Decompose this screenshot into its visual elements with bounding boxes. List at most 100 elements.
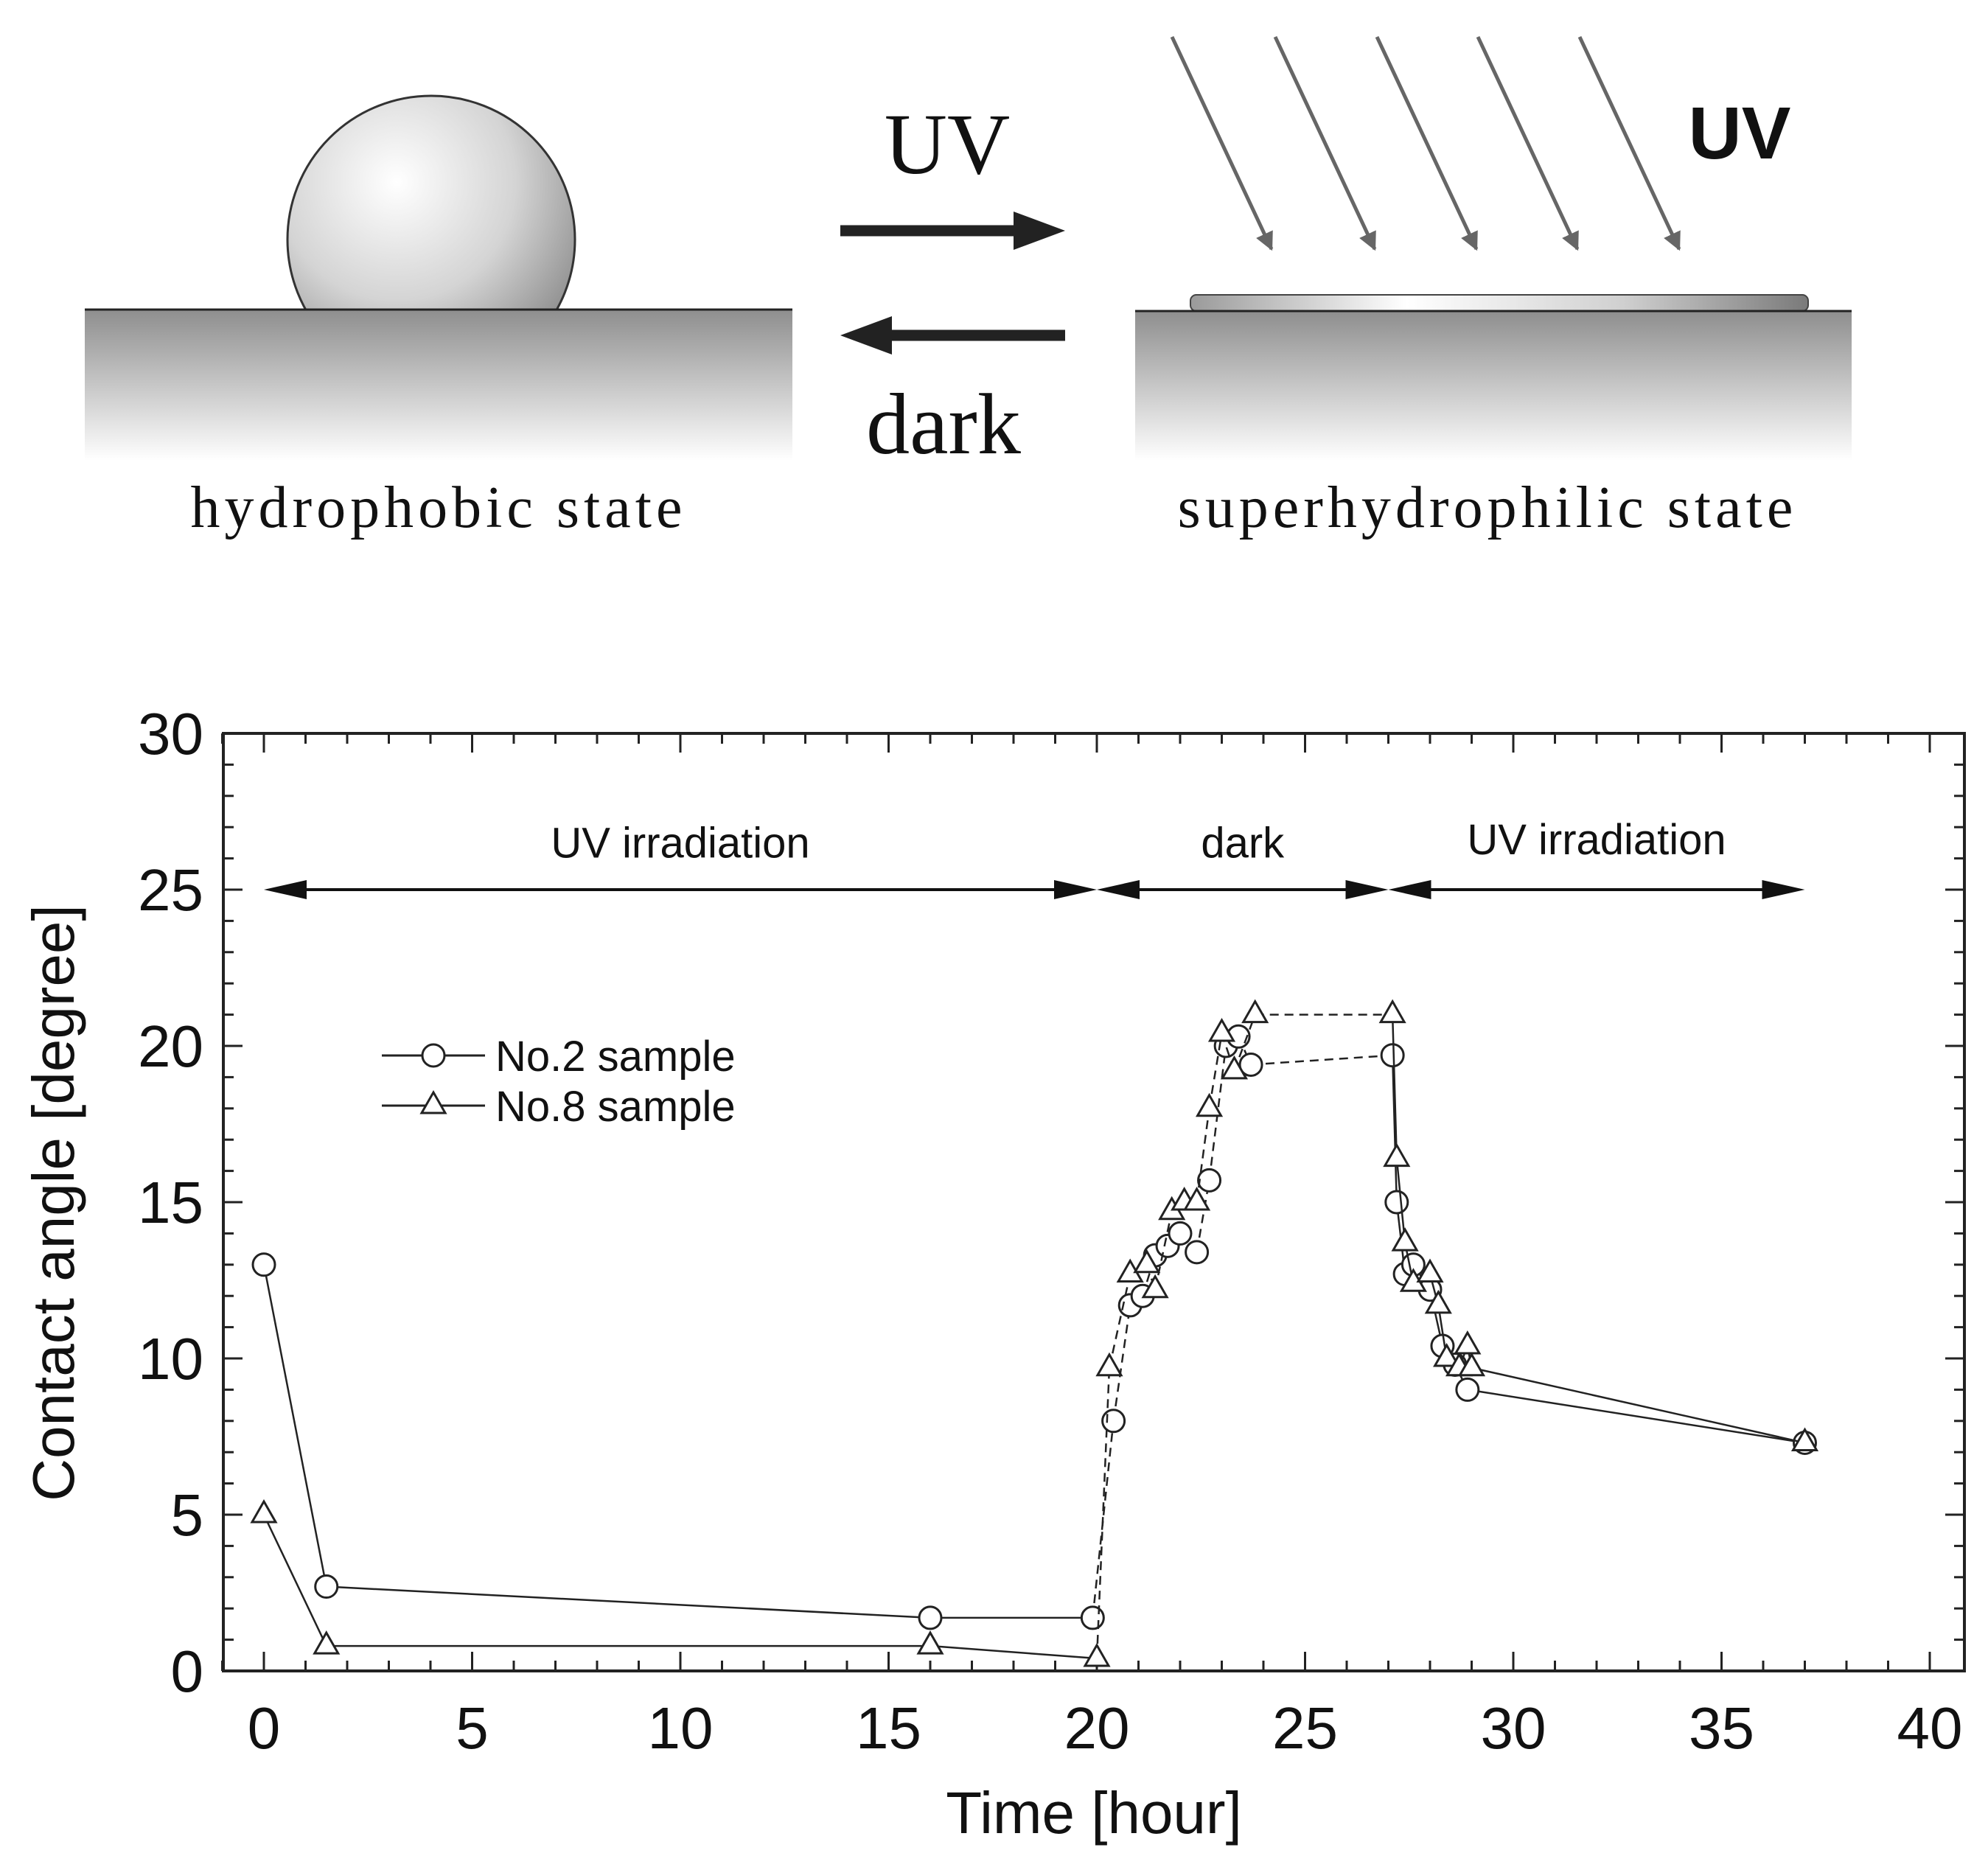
annotation-arrowhead — [1345, 880, 1389, 899]
x-tick-label: 30 — [1481, 1695, 1546, 1761]
legend-circle-marker — [421, 1043, 446, 1068]
phase-annotation: dark — [1097, 819, 1389, 899]
data-point-triangle — [916, 1630, 944, 1655]
uv-ray — [1476, 35, 1580, 251]
annotation-label: UV irradiation — [551, 819, 809, 867]
x-tick-label: 0 — [248, 1695, 281, 1761]
series-segment — [1095, 1367, 1111, 1659]
data-point-triangle — [1391, 1227, 1419, 1252]
uv-irradiation-label: UV — [1689, 92, 1791, 175]
axis-ticks — [221, 732, 1964, 1672]
y-axis-label: Contact angle [degree] — [21, 904, 86, 1501]
dark-arrow-label: dark — [866, 376, 1021, 472]
annotation-arrowhead — [1762, 880, 1805, 899]
series-segment — [1395, 1158, 1406, 1243]
series-segment — [1108, 1274, 1131, 1368]
contact-angle-chart: 0 5 10 15 20 25 30 35 40 0 5 10 15 20 25 30 Time [hour… — [21, 701, 1966, 1846]
series-segment — [1391, 1014, 1398, 1159]
annotation-label: dark — [1201, 819, 1285, 867]
data-point-triangle — [250, 1498, 278, 1524]
uv-ray — [1375, 35, 1479, 251]
data-point-triangle — [1383, 1142, 1411, 1168]
legend-label-no2: No.2 sample — [495, 1033, 736, 1081]
superhydrophilic-substrate — [1135, 311, 1852, 461]
x-tick-label: 25 — [1272, 1695, 1338, 1761]
y-tick-label: 30 — [138, 701, 203, 767]
data-point-triangle — [1454, 1330, 1482, 1355]
hydrophobic-state-label: hydrophobic state — [191, 475, 687, 540]
series-segment — [262, 1264, 327, 1587]
data-point-triangle — [1241, 999, 1269, 1024]
annotation-label: UV irradiation — [1467, 816, 1726, 864]
annotation-arrowhead — [1054, 880, 1097, 899]
series-segment — [1250, 1054, 1393, 1066]
data-point-triangle — [1457, 1352, 1486, 1377]
legend: No.2 sample No.8 sample — [382, 1033, 736, 1131]
series-segment — [1196, 1108, 1210, 1203]
data-point-triangle — [313, 1630, 341, 1655]
series-segment — [326, 1585, 931, 1619]
series-segment — [1467, 1389, 1805, 1444]
data-point-circle — [918, 1605, 943, 1630]
plot-frame — [222, 732, 1966, 1672]
series-segment — [1208, 1033, 1223, 1109]
series-no2-sample — [251, 1024, 1817, 1630]
y-tick-label: 0 — [171, 1639, 204, 1704]
annotation-arrowhead — [264, 880, 307, 899]
phase-annotations: UV irradiation dark UV irradiation — [264, 816, 1805, 899]
uv-ray — [1577, 35, 1681, 251]
data-point-triangle — [1378, 999, 1406, 1024]
x-axis-label: Time [hour] — [946, 1780, 1242, 1846]
superhydrophilic-panel: UV superhydrophilic state — [1135, 35, 1852, 540]
uv-arrow-label: UV — [885, 96, 1010, 192]
x-tick-labels: 0 5 10 15 20 25 30 35 40 — [248, 1695, 1963, 1761]
x-tick-label: 40 — [1897, 1695, 1963, 1761]
y-tick-labels: 0 5 10 15 20 25 30 — [138, 701, 203, 1704]
data-point-triangle — [1433, 1342, 1461, 1367]
x-tick-label: 5 — [456, 1695, 489, 1761]
phase-annotation: UV irradiation — [264, 819, 1097, 899]
data-point-triangle — [1095, 1352, 1123, 1377]
legend-entry-no8: No.8 sample — [382, 1083, 736, 1131]
dark-left-arrow — [840, 316, 1065, 355]
legend-label-no8: No.8 sample — [495, 1083, 736, 1131]
series-segment — [262, 1514, 327, 1647]
data-point-circle — [1384, 1190, 1409, 1215]
data-point-circle — [1197, 1168, 1222, 1193]
data-point-triangle — [1141, 1274, 1169, 1299]
x-tick-label: 15 — [856, 1695, 921, 1761]
data-point-circle — [251, 1252, 276, 1277]
x-tick-label: 35 — [1689, 1695, 1754, 1761]
y-tick-label: 20 — [138, 1013, 203, 1079]
legend-triangle-marker — [419, 1089, 447, 1114]
data-point-circle — [1238, 1052, 1263, 1077]
y-tick-label: 5 — [171, 1482, 204, 1548]
x-tick-label: 10 — [648, 1695, 714, 1761]
data-point-triangle — [1083, 1643, 1111, 1667]
annotation-arrowhead — [1388, 880, 1431, 899]
water-film — [1190, 294, 1809, 312]
data-point-circle — [1455, 1377, 1480, 1402]
y-tick-label: 25 — [138, 857, 203, 923]
uv-ray — [1273, 35, 1377, 251]
schematic: hydrophobic state UV dark U — [85, 35, 1852, 540]
data-point-triangle — [1183, 1186, 1211, 1211]
transition-arrows: UV dark — [840, 96, 1065, 472]
data-point-circle — [1080, 1605, 1105, 1630]
annotation-arrowhead — [1097, 880, 1140, 899]
y-tick-label: 15 — [138, 1170, 203, 1235]
data-point-circle — [1185, 1240, 1210, 1265]
data-point-triangle — [1207, 1018, 1236, 1042]
series-segment — [1092, 1420, 1115, 1619]
series-segment — [1112, 1305, 1131, 1421]
superhydrophilic-state-label: superhydrophilic state — [1178, 475, 1798, 540]
data-point-circle — [1380, 1043, 1405, 1068]
phase-annotation: UV irradiation — [1388, 816, 1805, 899]
data-point-triangle — [1416, 1258, 1444, 1283]
data-point-triangle — [1790, 1427, 1819, 1451]
data-point-triangle — [1424, 1289, 1452, 1314]
series-segment — [1233, 1014, 1256, 1072]
data-point-triangle — [1133, 1249, 1161, 1274]
data-point-circle — [1101, 1409, 1126, 1434]
